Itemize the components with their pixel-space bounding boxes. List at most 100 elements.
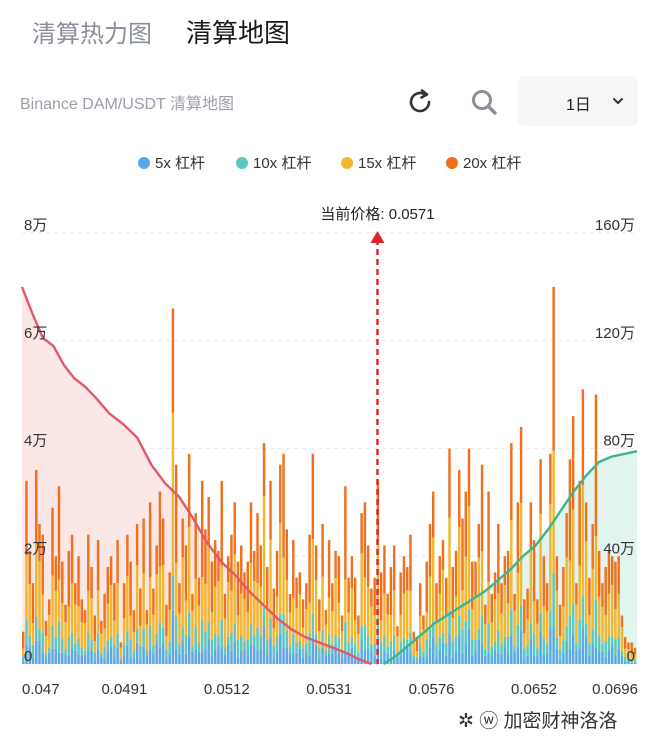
refresh-icon[interactable]	[404, 86, 436, 118]
bar-segment	[240, 651, 243, 664]
bar-segment	[630, 653, 633, 659]
bar-segment	[233, 502, 236, 555]
bar-segment	[565, 557, 568, 627]
tab-liquidation-heatmap[interactable]: 清算热力图	[32, 21, 152, 48]
bar-segment	[207, 622, 210, 639]
bar-segment	[484, 649, 487, 656]
bar-segment	[100, 633, 103, 654]
bar-segment	[243, 650, 246, 664]
bar-segment	[262, 608, 266, 627]
bar-segment	[187, 636, 191, 664]
bar-segment	[633, 647, 637, 655]
bar-segment	[584, 502, 588, 542]
bar-segment	[568, 648, 572, 664]
bar-segment	[477, 639, 481, 664]
bar-segment	[357, 658, 360, 664]
bar-segment	[135, 642, 139, 664]
bar-segment	[399, 656, 402, 664]
bar-segment	[519, 630, 523, 664]
bar-segment	[279, 633, 282, 664]
bar-segment	[409, 651, 412, 664]
bar-segment	[464, 556, 467, 622]
bar-segment	[116, 583, 119, 634]
bar-segment	[617, 556, 620, 594]
bar-segment	[604, 656, 607, 664]
bar-segment	[298, 594, 302, 641]
legend-item-20x[interactable]: 20x 杠杆	[446, 152, 521, 173]
bar-segment	[432, 636, 435, 664]
bar-segment	[519, 605, 523, 631]
legend-item-5x[interactable]: 5x 杠杆	[138, 152, 205, 173]
bar-segment	[155, 634, 158, 644]
bar-segment	[396, 636, 399, 655]
bar-segment	[64, 655, 67, 664]
bar-segment	[308, 655, 311, 664]
bar-segment	[311, 612, 315, 642]
bar-segment	[633, 660, 637, 663]
tab-liquidation-map[interactable]: 清算地图	[186, 18, 291, 48]
bar-segment	[96, 633, 100, 651]
bar-segment	[119, 647, 123, 659]
bar-segment	[549, 453, 552, 505]
bar-segment	[223, 646, 227, 655]
bar-segment	[588, 655, 591, 664]
bar-segment	[633, 654, 637, 661]
bar-segment	[428, 523, 432, 577]
chart-subtitle: Binance DAM/USDT 清算地图	[20, 96, 234, 113]
bar-segment	[555, 648, 559, 664]
bar-segment	[370, 651, 373, 664]
bar-segment	[83, 623, 87, 651]
bar-segment	[373, 655, 376, 664]
bar-segment	[207, 546, 210, 623]
bar-segment	[513, 651, 516, 664]
bar-segment	[405, 567, 409, 591]
bar-segment	[152, 654, 155, 664]
bar-segment	[61, 639, 64, 653]
bar-segment	[22, 631, 25, 649]
bar-segment	[314, 580, 318, 635]
bar-segment	[337, 653, 341, 664]
period-select[interactable]: 1日	[518, 76, 638, 126]
bar-segment	[555, 556, 559, 591]
bar-segment	[191, 646, 194, 652]
bar-segment	[578, 619, 581, 649]
bar-segment	[236, 657, 240, 664]
bar-segment	[178, 644, 181, 655]
bar-segment	[549, 504, 552, 612]
legend-item-15x[interactable]: 15x 杠杆	[341, 152, 416, 173]
bar-segment	[220, 648, 223, 664]
search-icon[interactable]	[468, 86, 500, 118]
bar-segment	[139, 658, 142, 664]
bar-segment	[61, 561, 64, 604]
bar-segment	[340, 651, 344, 658]
bar-segment	[360, 553, 363, 627]
bar-segment	[80, 621, 84, 649]
bar-segment	[331, 583, 334, 612]
bar-segment	[607, 550, 611, 594]
bar-segment	[392, 590, 396, 635]
bar-segment	[571, 603, 575, 635]
bar-segment	[604, 567, 607, 615]
bar-segment	[240, 635, 243, 652]
bar-segment	[347, 654, 350, 664]
bar-segment	[269, 638, 272, 664]
bar-segment	[425, 561, 428, 613]
bar-segment	[500, 654, 503, 664]
bar-segment	[220, 480, 223, 566]
bar-segment	[399, 572, 402, 615]
bar-segment	[357, 652, 360, 659]
bar-segment	[80, 655, 84, 664]
bar-segment	[301, 657, 305, 664]
bar-segment	[620, 651, 624, 656]
bar-segment	[539, 630, 542, 664]
bar-segment	[230, 651, 233, 664]
bar-segment	[200, 480, 204, 577]
bar-segment	[415, 637, 419, 652]
bar-segment	[506, 603, 510, 637]
right-axis-tick: 120万	[595, 325, 635, 342]
legend-item-10x[interactable]: 10x 杠杆	[236, 152, 311, 173]
bar-segment	[542, 654, 546, 664]
bar-segment	[529, 502, 533, 550]
bar-segment	[171, 575, 175, 611]
bar-segment	[458, 634, 461, 664]
